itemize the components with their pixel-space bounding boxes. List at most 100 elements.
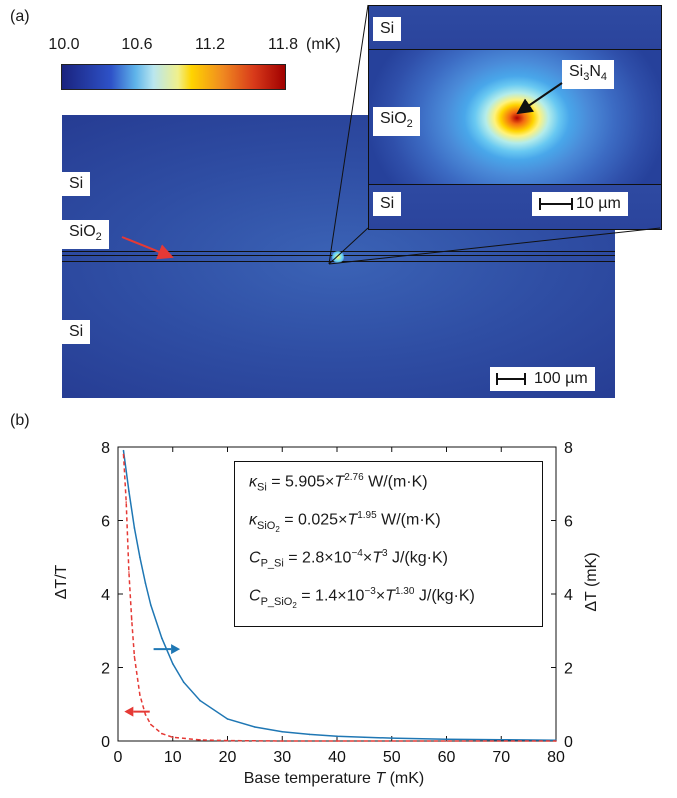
- inset-si-top-layer: [369, 6, 661, 49]
- data-point: [226, 739, 229, 742]
- zoom-line: [328, 4, 369, 265]
- x-tick-label: 20: [219, 749, 237, 766]
- y-right-tick-label: 4: [564, 587, 573, 604]
- data-point: [172, 663, 174, 665]
- data-point: [161, 732, 163, 735]
- colorbar-tick: 11.8: [268, 36, 298, 53]
- data-point: [144, 582, 147, 584]
- formula-box: κSi = 5.905×T2.76 W/(m·K) κSiO2 = 0.025×…: [234, 461, 543, 627]
- x-tick-label: 60: [438, 749, 456, 766]
- scale-bar-line: [497, 378, 525, 380]
- scale-bar-cap: [496, 373, 498, 385]
- series-line-0: [122, 450, 557, 742]
- data-point: [144, 713, 147, 716]
- inset-si-bottom-label: Si: [373, 192, 402, 216]
- y-left-tick-label: 0: [101, 734, 110, 751]
- scale-bar-cap: [524, 373, 526, 385]
- waveguide-hotspot: [332, 251, 344, 263]
- x-tick-label: 30: [273, 749, 291, 766]
- data-point: [130, 618, 133, 621]
- y-right-tick-label: 8: [564, 440, 573, 457]
- zoom-line: [328, 227, 661, 265]
- x-tick-label: 50: [383, 749, 401, 766]
- data-point: [199, 699, 201, 702]
- x-tick-label: 70: [492, 749, 510, 766]
- data-point: [139, 694, 141, 696]
- series-line-1: [122, 454, 556, 742]
- data-point: [172, 736, 174, 739]
- data-point: [150, 723, 152, 726]
- formula-cp-si: CP_Si = 2.8×10−4×T3 J/(kg·K): [249, 548, 448, 570]
- x-tick-label: 0: [114, 749, 123, 766]
- data-point: [128, 490, 130, 492]
- data-point: [122, 449, 125, 452]
- data-point: [336, 740, 338, 742]
- inset-boundary: [369, 184, 661, 185]
- formula-cp-sio2: CP_SiO2 = 1.4×10−3×T1.30 J/(kg·K): [249, 586, 475, 610]
- data-point: [125, 501, 127, 503]
- scale-bar-main: 100 µm: [490, 367, 595, 391]
- scale-bar-cap: [539, 198, 541, 210]
- data-point: [254, 726, 256, 728]
- x-axis-title: Base temperature T (mK): [243, 770, 425, 787]
- zoom-line: [328, 227, 369, 265]
- scale-bar-label: 100 µm: [534, 370, 588, 387]
- y-left-tick-label: 6: [101, 514, 110, 531]
- core-arrow: [516, 82, 563, 115]
- data-point: [391, 737, 393, 739]
- sio2-label: SiO2: [62, 220, 109, 250]
- colorbar-tick: 10.6: [121, 36, 153, 53]
- left-axis-arrow-head: [124, 706, 134, 717]
- scale-bar-label: 10 µm: [576, 195, 621, 212]
- data-point: [363, 736, 366, 739]
- colorbar-tick: 11.2: [195, 36, 225, 53]
- data-point: [336, 735, 338, 737]
- data-point: [500, 738, 503, 741]
- panel-b-label: (b): [10, 412, 30, 429]
- inset-scale-bar: 10 µm: [532, 192, 628, 216]
- colorbar: [61, 64, 286, 90]
- inset-boundary: [369, 49, 661, 50]
- data-point: [139, 556, 141, 559]
- formula-kappa-si: κSi = 5.905×T2.76 W/(m·K): [249, 472, 428, 494]
- formula-kappa-sio2: κSiO2 = 0.025×T1.95 W/(m·K): [249, 510, 441, 534]
- data-point: [133, 527, 136, 529]
- data-point: [281, 740, 284, 742]
- x-tick-label: 10: [164, 749, 182, 766]
- colorbar-unit: (mK): [306, 36, 341, 53]
- data-point: [133, 655, 136, 658]
- si-top-label: Si: [62, 172, 91, 196]
- inset-si-top-label: Si: [373, 17, 402, 41]
- y-right-tick-label: 2: [564, 661, 573, 678]
- y-left-tick-label: 2: [101, 661, 110, 678]
- x-tick-label: 80: [547, 749, 565, 766]
- sio2-arrow: [121, 236, 174, 260]
- right-axis-arrow-head: [171, 644, 181, 655]
- data-point: [555, 740, 557, 742]
- y-right-tick-label: 0: [564, 734, 573, 751]
- data-point: [128, 571, 130, 573]
- y-axis-right-title: ΔT (mK): [583, 552, 600, 612]
- si-bottom-label: Si: [62, 320, 91, 344]
- colorbar-tick: 10.0: [48, 36, 80, 53]
- y-right-tick-label: 6: [564, 514, 573, 531]
- data-point: [308, 733, 311, 736]
- y-left-tick-label: 8: [101, 440, 110, 457]
- data-point: [445, 740, 448, 742]
- data-point: [199, 739, 201, 741]
- data-point: [161, 637, 163, 639]
- data-point: [226, 718, 229, 720]
- data-point: [182, 681, 185, 683]
- y-axis-left-title: ΔT/T: [53, 564, 70, 600]
- inset-sio2-label: SiO2: [373, 107, 420, 137]
- data-point: [445, 738, 448, 740]
- y-left-tick-label: 4: [101, 587, 110, 604]
- inset-core-label: Si3N4: [562, 60, 615, 90]
- scale-bar-line: [540, 203, 572, 205]
- scale-bar-cap: [571, 198, 573, 210]
- panel-a-label: (a): [10, 8, 30, 25]
- data-point: [281, 731, 284, 733]
- data-point: [150, 604, 152, 606]
- data-point: [122, 453, 125, 456]
